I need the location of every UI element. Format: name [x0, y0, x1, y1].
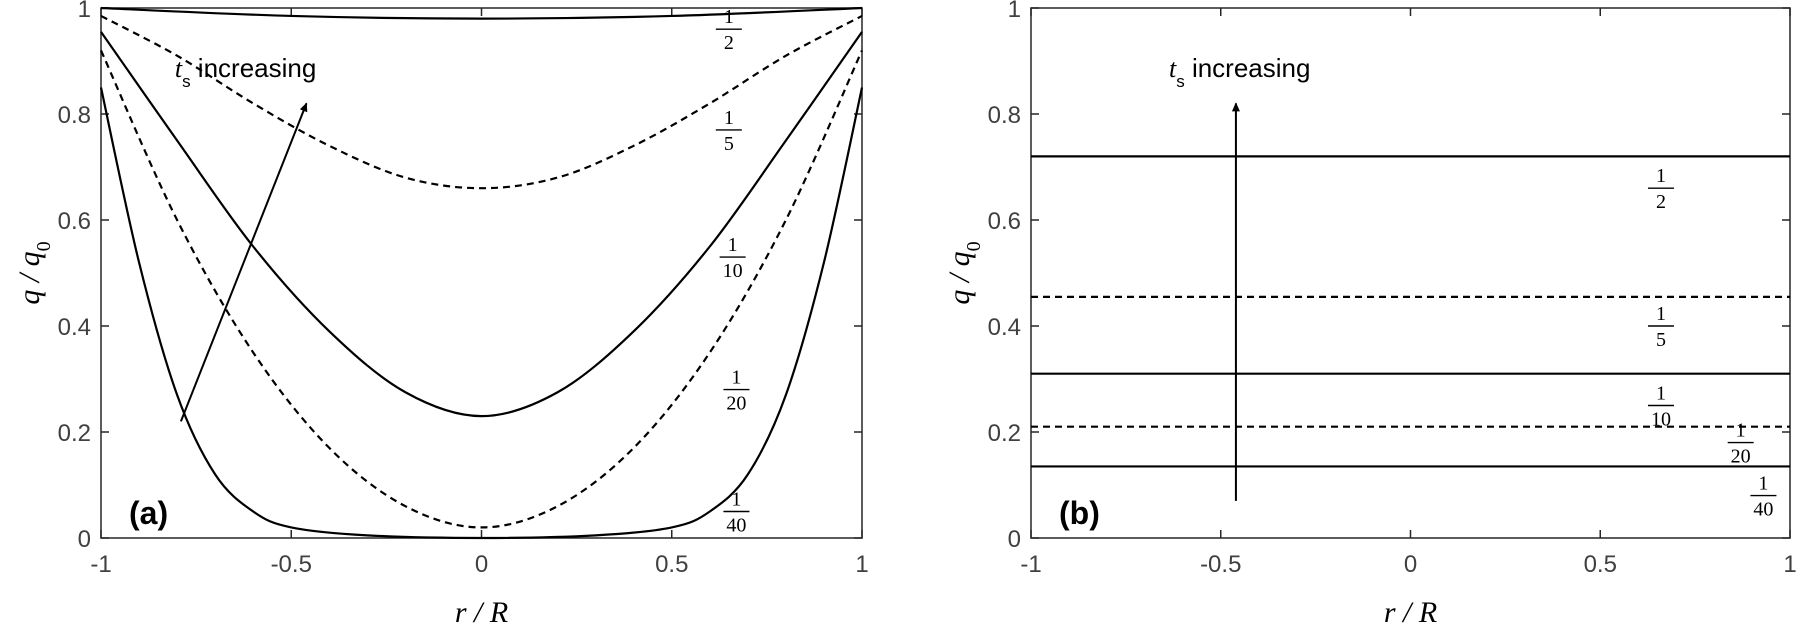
annotation-subscript: s: [1176, 71, 1185, 90]
annotation-word: increasing: [1185, 53, 1311, 83]
x-tick-label: -1: [1020, 551, 1041, 578]
series-label-numerator: 1: [1736, 420, 1746, 442]
axes-box: [100, 7, 863, 539]
y-axis-title: q / q0: [13, 241, 55, 304]
x-axis-title: r / R: [1384, 596, 1437, 629]
x-tick-label: -1: [90, 551, 111, 578]
y-tick-label: 1: [78, 0, 91, 23]
panel-b: -1 -0.5 0 0.5 100.20.40.60.81r / Rq / q01215…: [943, 0, 1796, 629]
annotation-arrow: [179, 102, 308, 422]
series-label-denominator: 10: [1651, 409, 1671, 431]
y-tick-label: 0.4: [988, 314, 1021, 341]
series-line-1-10: [100, 31, 863, 418]
x-tick-label: -0.5: [271, 551, 312, 578]
series-label-denominator: 5: [1656, 329, 1666, 351]
series-line-1-5: [100, 14, 863, 190]
series-line-1-2: [100, 6, 863, 20]
panel-a: -1 -0.5 0 0.5 100.20.40.60.81r / Rq / q01215…: [13, 0, 869, 629]
series-label-denominator: 2: [724, 32, 734, 54]
annotation-text: ts increasing: [175, 53, 316, 91]
x-tick-label: 1: [1783, 551, 1796, 578]
y-tick-label: 1: [1008, 0, 1021, 23]
annotation-word: increasing: [191, 53, 317, 83]
series-label-numerator: 1: [731, 367, 741, 389]
x-axis-title: r / R: [455, 596, 508, 629]
x-tick-label: -0.5: [1200, 551, 1241, 578]
y-tick-label: 0.2: [988, 420, 1021, 447]
series-label-numerator: 1: [724, 107, 734, 129]
y-tick-label: 0.8: [988, 102, 1021, 129]
x-tick-label: 0.5: [655, 551, 688, 578]
series-label-numerator: 1: [1656, 303, 1666, 325]
panel-label: (a): [129, 495, 168, 531]
axes-box: [1030, 7, 1791, 539]
x-tick-label: 0: [475, 551, 488, 578]
series-label-numerator: 1: [728, 234, 738, 256]
panel-label: (b): [1059, 495, 1100, 531]
y-tick-label: 0.2: [58, 420, 91, 447]
series-label-numerator: 1: [1758, 473, 1768, 495]
series-label-numerator: 1: [1656, 383, 1666, 405]
annotation-symbol: t: [1169, 54, 1177, 83]
annotation-text: ts increasing: [1169, 53, 1310, 91]
y-axis-title: q / q0: [943, 241, 985, 304]
series-line-1-40: [99, 87, 864, 540]
series-label-denominator: 10: [723, 260, 743, 282]
y-axis-title-subscript: 0: [33, 241, 55, 251]
series-label-denominator: 40: [1753, 499, 1773, 521]
series-label-denominator: 20: [1731, 446, 1751, 468]
y-tick-label: 0: [1008, 526, 1021, 553]
series-line-1-20: [99, 49, 864, 529]
annotation-subscript: s: [182, 71, 191, 90]
series-label-numerator: 1: [724, 6, 734, 28]
y-tick-label: 0.6: [988, 208, 1021, 235]
series-label-denominator: 2: [1656, 191, 1666, 213]
series-label-numerator: 1: [731, 489, 741, 511]
annotation-symbol: t: [175, 54, 183, 83]
y-axis-title-subscript: 0: [963, 241, 985, 251]
y-tick-label: 0.8: [58, 102, 91, 129]
x-tick-label: 0.5: [1584, 551, 1617, 578]
y-tick-label: 0: [78, 526, 91, 553]
y-tick-label: 0.4: [58, 314, 91, 341]
y-tick-label: 0.6: [58, 208, 91, 235]
x-tick-label: 0: [1404, 551, 1417, 578]
series-label-denominator: 5: [724, 133, 734, 155]
x-tick-label: 1: [855, 551, 868, 578]
series-label-denominator: 40: [726, 515, 746, 537]
series-label-numerator: 1: [1656, 165, 1666, 187]
series-label-denominator: 20: [726, 393, 746, 415]
